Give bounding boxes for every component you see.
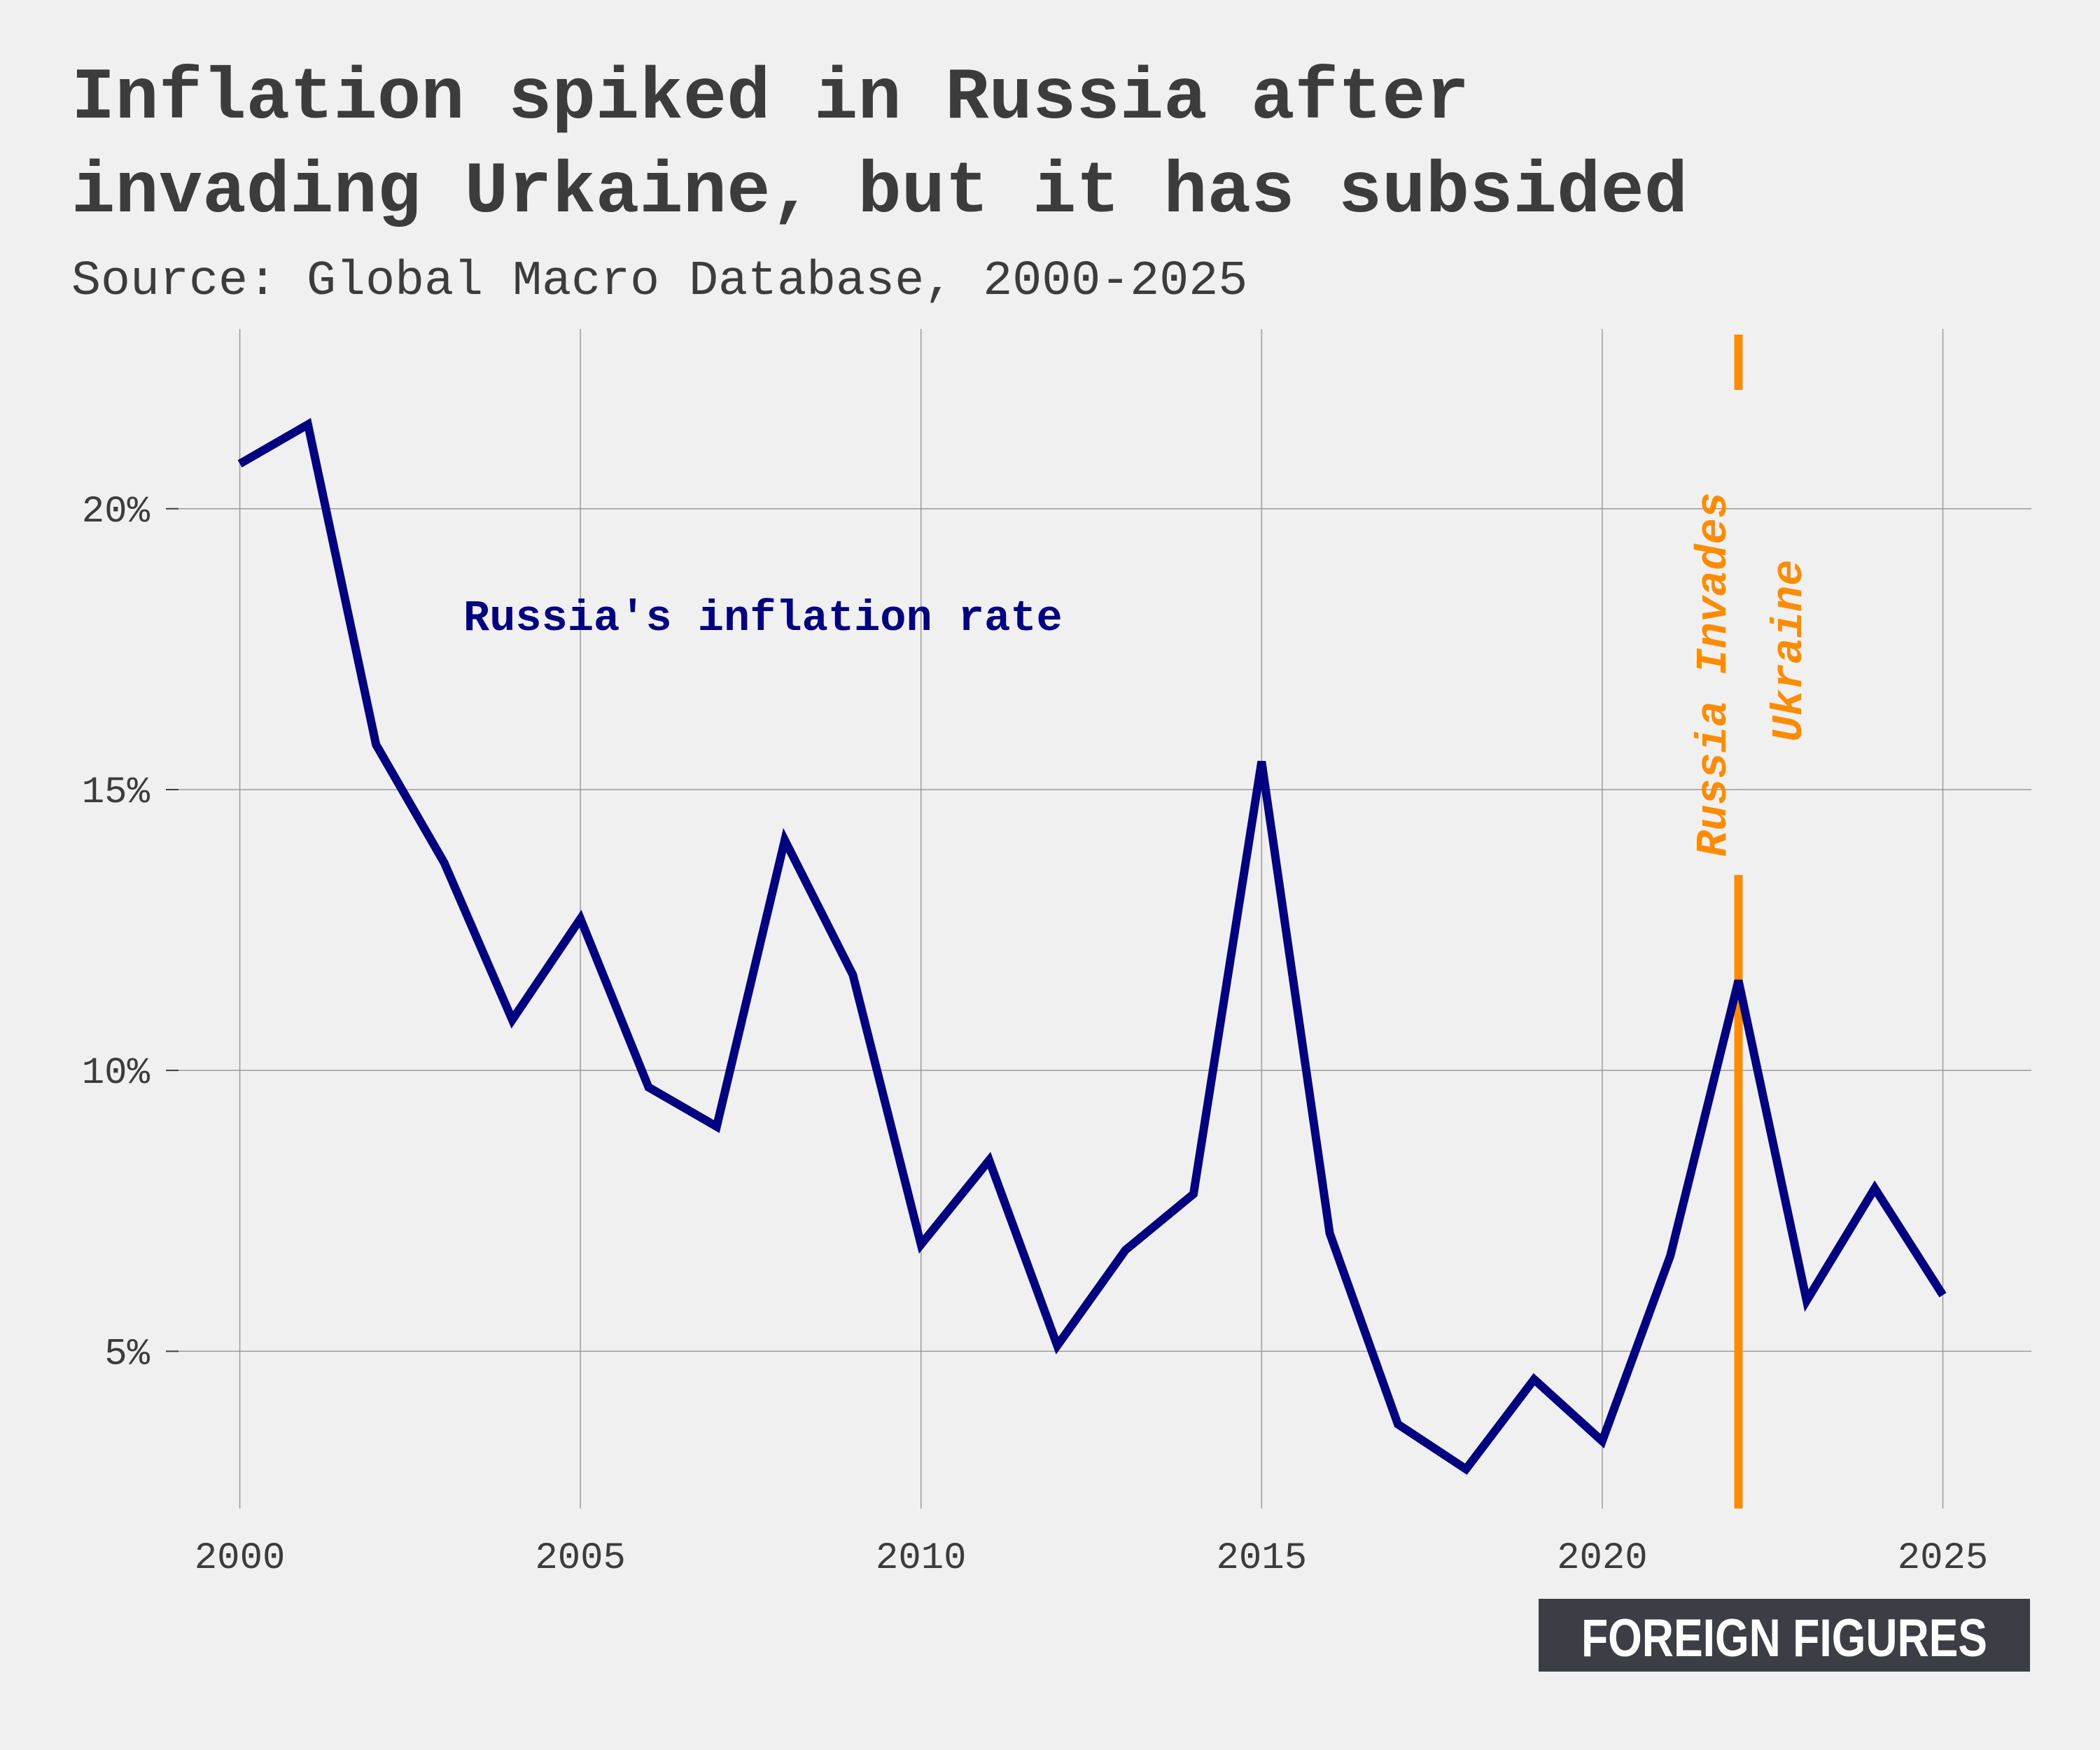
- data-point: [236, 460, 244, 468]
- data-point: [1326, 1229, 1334, 1238]
- data-point: [1394, 1420, 1402, 1429]
- data-point: [644, 1083, 652, 1091]
- annotation-label-line-1: Russia Invades: [1689, 492, 1739, 857]
- series: [236, 418, 1947, 1475]
- data-point: [917, 1240, 925, 1249]
- data-point: [1666, 1252, 1674, 1260]
- x-tick-label: 2010: [876, 1537, 967, 1580]
- data-point: [1598, 1437, 1606, 1446]
- y-tick-label: 5%: [104, 1333, 150, 1376]
- y-tick-label: 15%: [82, 771, 150, 814]
- data-point: [1802, 1296, 1811, 1305]
- axes: 2000 2005 2010 2015 2020 2025 5% 10% 15% 20%: [82, 491, 1989, 1580]
- x-tick-label: 2000: [195, 1537, 286, 1580]
- data-point: [508, 1016, 517, 1024]
- data-point: [440, 858, 449, 867]
- series-label: Russia's inflation rate: [463, 594, 1063, 643]
- x-tick-label: 2005: [535, 1537, 626, 1580]
- logo-text: FOREIGN FIGURES: [1581, 1609, 1987, 1668]
- data-point: [985, 1156, 993, 1165]
- x-tick-label: 2020: [1557, 1537, 1648, 1580]
- chart-subtitle: Source: Global Macro Database, 2000-2025: [71, 254, 1247, 309]
- data-point: [576, 915, 584, 923]
- data-point: [1938, 1291, 1947, 1299]
- data-point: [1870, 1184, 1879, 1193]
- chart-title-line-2: invading Urkaine, but it has subsided: [71, 151, 1688, 234]
- annotation-label-line-2: Ukraine: [1765, 560, 1814, 742]
- data-point: [1121, 1246, 1130, 1254]
- foreign-figures-logo: FOREIGN FIGURES: [1539, 1599, 2030, 1672]
- data-point: [848, 971, 857, 979]
- data-point: [780, 836, 789, 844]
- x-tick-label: 2025: [1898, 1537, 1989, 1580]
- data-point: [713, 1122, 721, 1130]
- data-point: [372, 741, 380, 749]
- y-tick-label: 10%: [82, 1052, 150, 1095]
- data-point: [1735, 976, 1743, 985]
- y-tick-label: 20%: [82, 491, 150, 533]
- data-point: [1530, 1375, 1539, 1383]
- x-tick-label: 2015: [1217, 1537, 1308, 1580]
- data-point: [1462, 1465, 1470, 1474]
- series-line-russia-inflation: [237, 418, 1947, 1475]
- data-point: [1257, 757, 1266, 766]
- data-point: [1053, 1341, 1061, 1350]
- data-point: [304, 420, 312, 428]
- chart-title-line-1: Inflation spiked in Russia after: [71, 57, 1469, 140]
- data-point: [1189, 1190, 1198, 1198]
